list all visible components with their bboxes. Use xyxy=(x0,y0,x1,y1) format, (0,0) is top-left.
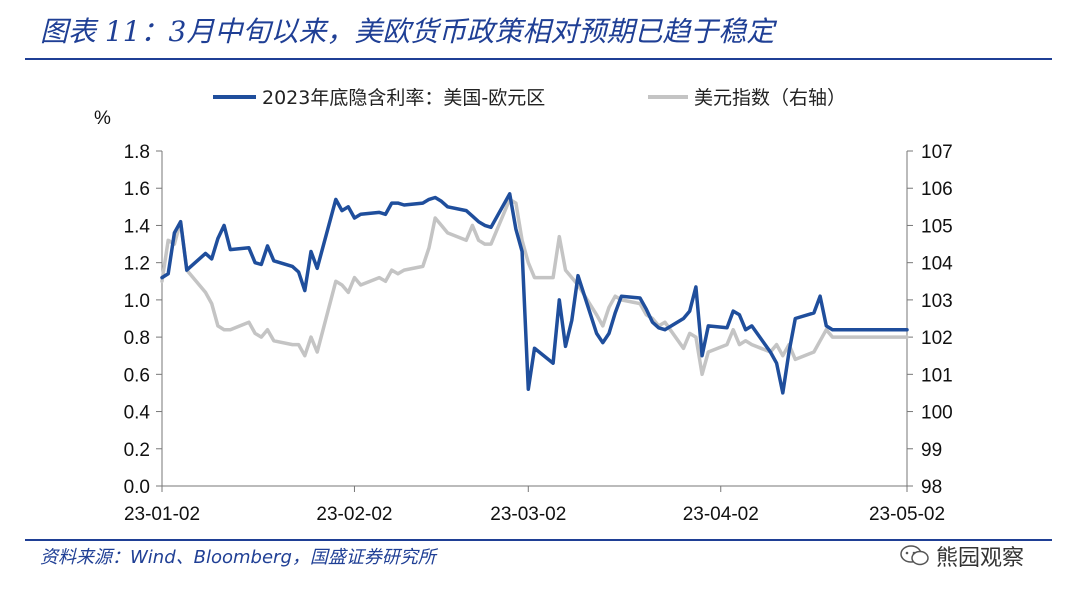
right-tick-label: 103 xyxy=(921,291,953,312)
title-rule xyxy=(25,58,1052,60)
legend-label-dxy: 美元指数（右轴） xyxy=(694,87,846,109)
line-chart: 2023年底隐含利率：美国-欧元区 美元指数（右轴） % 0.00.20.40.… xyxy=(94,87,954,525)
chart-title: 图表 11：3月中旬以来，美欧货币政策相对预期已趋于稳定 xyxy=(40,15,775,48)
right-tick-label: 98 xyxy=(921,477,942,498)
series-line-spread xyxy=(160,192,909,395)
left-tick-label: 0.0 xyxy=(124,477,150,498)
left-tick-label: 0.4 xyxy=(124,403,151,424)
left-tick-label: 0.2 xyxy=(124,440,150,461)
left-tick-label: 1.4 xyxy=(124,216,151,237)
watermark-text: 熊园观察 xyxy=(936,546,1025,571)
left-tick-label: 0.8 xyxy=(124,328,150,349)
watermark: 熊园观察 xyxy=(900,540,1024,572)
x-tick-label: 23-03-02 xyxy=(490,504,566,525)
right-tick-label: 99 xyxy=(921,440,942,461)
left-tick-label: 0.6 xyxy=(124,365,150,386)
left-axis-unit: % xyxy=(94,108,111,129)
x-tick-label: 23-02-02 xyxy=(316,504,392,525)
x-tick-label: 23-01-02 xyxy=(124,504,200,525)
right-tick-label: 100 xyxy=(921,403,953,424)
right-tick-label: 102 xyxy=(921,328,953,349)
right-tick-label: 101 xyxy=(921,365,953,386)
source-note: 资料来源：Wind、Bloomberg，国盛证券研究所 xyxy=(40,547,436,568)
right-tick-label: 104 xyxy=(921,254,953,275)
right-tick-label: 105 xyxy=(921,216,953,237)
x-tick-label: 23-05-02 xyxy=(869,504,945,525)
chat-bubble-icon xyxy=(900,545,929,566)
right-tick-label: 107 xyxy=(921,142,953,163)
series-line-dxy xyxy=(160,197,909,377)
plot-area: 0.0 0.2 0.4 0.6 0.8 1.0 1.2 1.4 1.6 1.8 98 99 100 101… xyxy=(124,142,954,525)
left-tick-label: 1.0 xyxy=(124,291,150,312)
right-tick-label: 106 xyxy=(921,179,953,200)
footer-rule xyxy=(25,539,1052,541)
legend: 2023年底隐含利率：美国-欧元区 美元指数（右轴） xyxy=(213,87,846,109)
left-tick-label: 1.8 xyxy=(124,142,150,163)
left-tick-label: 1.2 xyxy=(124,254,150,275)
x-tick-label: 23-04-02 xyxy=(683,504,759,525)
legend-label-spread: 2023年底隐含利率：美国-欧元区 xyxy=(262,87,545,109)
left-tick-label: 1.6 xyxy=(124,179,150,200)
